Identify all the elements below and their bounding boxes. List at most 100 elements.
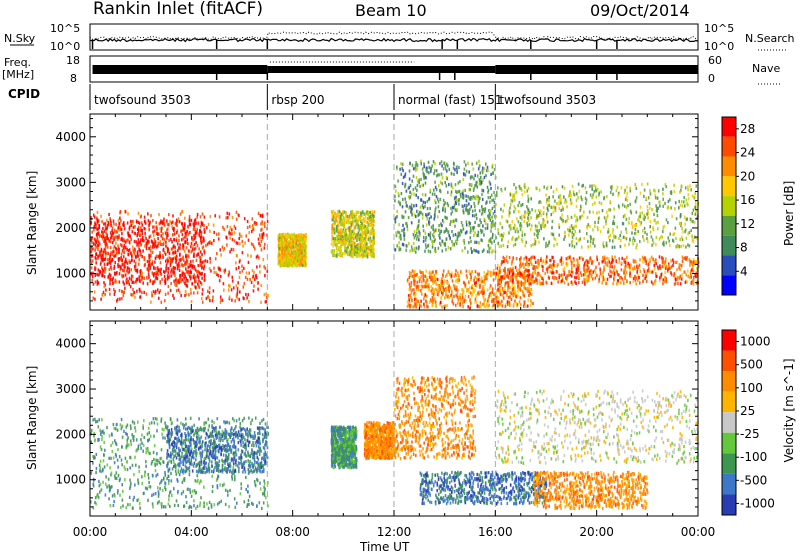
data-cell bbox=[348, 214, 351, 218]
data-cell bbox=[560, 256, 563, 260]
data-cell bbox=[599, 267, 601, 271]
data-cell bbox=[176, 229, 179, 233]
data-cell bbox=[371, 217, 373, 221]
data-cell bbox=[145, 247, 148, 251]
data-cell bbox=[108, 287, 111, 291]
data-cell bbox=[171, 260, 174, 264]
data-cell bbox=[206, 226, 208, 230]
data-cell bbox=[209, 240, 211, 244]
data-cell bbox=[304, 259, 306, 264]
data-cell bbox=[126, 238, 128, 243]
data-cell bbox=[458, 231, 460, 235]
data-cell bbox=[166, 219, 168, 223]
data-cell bbox=[626, 255, 628, 259]
data-cell bbox=[481, 166, 484, 170]
data-cell bbox=[365, 236, 367, 240]
data-cell bbox=[414, 166, 417, 170]
data-cell bbox=[123, 268, 125, 272]
data-cell bbox=[527, 269, 530, 273]
data-cell bbox=[429, 270, 431, 274]
data-cell bbox=[398, 194, 400, 198]
data-cell bbox=[128, 276, 131, 280]
data-cell bbox=[633, 260, 635, 264]
data-cell bbox=[447, 246, 450, 250]
data-cell bbox=[150, 300, 152, 304]
data-cell bbox=[435, 206, 437, 210]
data-cell bbox=[152, 289, 155, 294]
data-cell bbox=[490, 172, 492, 176]
data-cell bbox=[468, 197, 471, 201]
data-cell bbox=[411, 179, 413, 183]
data-cell bbox=[109, 257, 112, 261]
data-cell bbox=[456, 168, 458, 172]
data-cell bbox=[279, 235, 281, 240]
cpid-segment-label: rbsp 200 bbox=[271, 93, 324, 107]
data-cell bbox=[361, 214, 363, 218]
data-cell bbox=[495, 236, 497, 240]
data-cell bbox=[520, 256, 522, 260]
data-cell bbox=[408, 177, 411, 181]
data-cell bbox=[395, 189, 397, 193]
data-cell bbox=[568, 270, 570, 274]
data-cell bbox=[356, 221, 358, 225]
data-cell bbox=[154, 240, 157, 244]
data-cell bbox=[135, 280, 137, 284]
data-cell bbox=[411, 213, 413, 217]
data-cell bbox=[608, 257, 610, 261]
data-cell bbox=[103, 257, 105, 261]
data-cell bbox=[577, 266, 580, 270]
data-cell bbox=[227, 273, 230, 277]
data-cell bbox=[245, 292, 247, 297]
data-cell bbox=[452, 284, 455, 288]
data-cell bbox=[488, 216, 490, 220]
data-cell bbox=[96, 235, 99, 239]
data-cell bbox=[491, 215, 493, 219]
data-cell bbox=[456, 170, 458, 175]
data-cell bbox=[123, 221, 125, 225]
data-cell bbox=[97, 268, 100, 272]
data-cell bbox=[642, 273, 644, 277]
data-cell bbox=[371, 245, 373, 249]
data-cell bbox=[578, 280, 580, 285]
data-cell bbox=[236, 290, 239, 294]
data-cell bbox=[478, 178, 481, 182]
data-cell bbox=[429, 206, 431, 211]
data-cell bbox=[395, 231, 397, 235]
data-cell bbox=[124, 260, 126, 264]
data-cell bbox=[112, 246, 115, 250]
data-cell bbox=[153, 272, 156, 276]
data-cell bbox=[630, 263, 632, 267]
data-cell bbox=[416, 231, 418, 235]
data-cell bbox=[247, 260, 250, 264]
data-cell bbox=[492, 278, 495, 282]
data-cell bbox=[103, 222, 105, 226]
data-cell bbox=[355, 233, 358, 237]
data-cell bbox=[424, 274, 426, 278]
data-cell bbox=[218, 266, 221, 271]
data-cell bbox=[403, 237, 406, 241]
data-cell bbox=[414, 164, 417, 168]
data-cell bbox=[175, 289, 178, 293]
data-cell bbox=[444, 181, 446, 185]
data-cell bbox=[555, 276, 558, 280]
data-cell bbox=[524, 270, 526, 274]
data-cell bbox=[617, 281, 619, 285]
data-cell bbox=[340, 234, 342, 238]
data-cell bbox=[674, 278, 677, 282]
data-cell bbox=[477, 195, 480, 199]
data-cell bbox=[97, 256, 99, 260]
data-cell bbox=[503, 203, 506, 207]
data-cell bbox=[280, 257, 282, 261]
data-cell bbox=[482, 291, 484, 295]
data-cell bbox=[473, 290, 475, 294]
data-cell bbox=[645, 279, 648, 283]
data-cell bbox=[478, 282, 480, 286]
data-cell bbox=[245, 271, 248, 275]
data-cell bbox=[141, 232, 143, 236]
data-cell bbox=[154, 260, 156, 264]
data-cell bbox=[126, 221, 129, 225]
data-cell bbox=[462, 305, 464, 309]
data-cell bbox=[243, 281, 246, 286]
data-cell bbox=[440, 284, 442, 288]
data-cell bbox=[177, 264, 180, 268]
